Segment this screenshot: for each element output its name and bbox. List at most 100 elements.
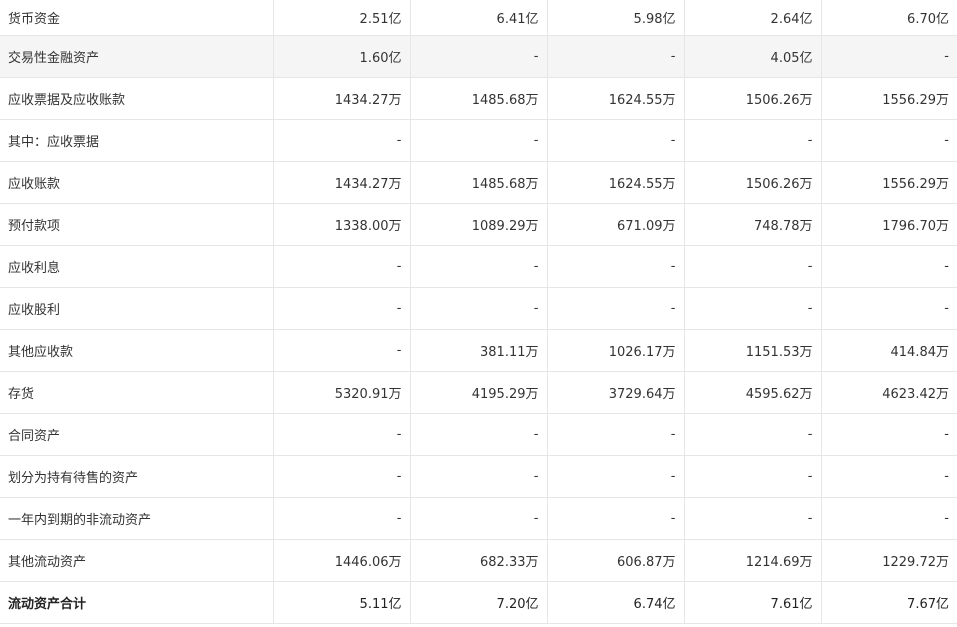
table-cell: - bbox=[410, 413, 548, 456]
table-row: 应收账款 1434.27万 1485.68万 1624.55万 1506.26万… bbox=[0, 161, 957, 204]
table-cell: - bbox=[547, 119, 685, 162]
row-label: 交易性金融资产 bbox=[0, 35, 274, 78]
table-row: 预付款项 1338.00万 1089.29万 671.09万 748.78万 1… bbox=[0, 203, 957, 246]
row-label: 存货 bbox=[0, 371, 274, 414]
table-cell: - bbox=[410, 35, 548, 78]
table-cell: 1151.53万 bbox=[684, 329, 822, 372]
table-cell: 1214.69万 bbox=[684, 539, 822, 582]
table-cell: - bbox=[547, 497, 685, 540]
table-cell: - bbox=[410, 119, 548, 162]
table-cell: 1026.17万 bbox=[547, 329, 685, 372]
table-cell: - bbox=[821, 287, 957, 330]
table-row: 划分为持有待售的资产 - - - - - bbox=[0, 455, 957, 498]
row-label: 预付款项 bbox=[0, 203, 274, 246]
table-cell: - bbox=[410, 455, 548, 498]
table-cell: 1796.70万 bbox=[821, 203, 957, 246]
table-cell: - bbox=[821, 497, 957, 540]
table-cell: 1506.26万 bbox=[684, 161, 822, 204]
table-cell: - bbox=[547, 245, 685, 288]
table-cell: 4623.42万 bbox=[821, 371, 957, 414]
row-label: 应收利息 bbox=[0, 245, 274, 288]
table-cell: - bbox=[821, 35, 957, 78]
table-cell: - bbox=[684, 497, 822, 540]
table-cell: 1338.00万 bbox=[273, 203, 411, 246]
table-cell: 1089.29万 bbox=[410, 203, 548, 246]
table-cell: 1229.72万 bbox=[821, 539, 957, 582]
table-cell: 5.11亿 bbox=[273, 581, 411, 624]
table-cell: - bbox=[547, 413, 685, 456]
table-cell: 414.84万 bbox=[821, 329, 957, 372]
table-cell: - bbox=[684, 455, 822, 498]
table-cell: 1434.27万 bbox=[273, 161, 411, 204]
table-cell: - bbox=[547, 455, 685, 498]
table-cell: 2.64亿 bbox=[684, 0, 822, 36]
row-label: 其他流动资产 bbox=[0, 539, 274, 582]
table-cell: - bbox=[273, 497, 411, 540]
table-cell: - bbox=[684, 245, 822, 288]
table-cell: - bbox=[273, 245, 411, 288]
table-cell: 748.78万 bbox=[684, 203, 822, 246]
total-row: 流动资产合计 5.11亿 7.20亿 6.74亿 7.61亿 7.67亿 bbox=[0, 581, 957, 624]
table-cell: 5320.91万 bbox=[273, 371, 411, 414]
table-row: 应收利息 - - - - - bbox=[0, 245, 957, 288]
table-cell: - bbox=[821, 119, 957, 162]
table-cell: 1485.68万 bbox=[410, 161, 548, 204]
table-row: 合同资产 - - - - - bbox=[0, 413, 957, 456]
table-cell: 3729.64万 bbox=[547, 371, 685, 414]
table-cell: 1446.06万 bbox=[273, 539, 411, 582]
table-cell: 6.70亿 bbox=[821, 0, 957, 36]
table-cell: - bbox=[273, 329, 411, 372]
table-row: 一年内到期的非流动资产 - - - - - bbox=[0, 497, 957, 540]
table-cell: 606.87万 bbox=[547, 539, 685, 582]
table-cell: 1624.55万 bbox=[547, 77, 685, 120]
table-cell: - bbox=[684, 287, 822, 330]
row-label: 其他应收款 bbox=[0, 329, 274, 372]
table-cell: - bbox=[684, 119, 822, 162]
table-cell: 682.33万 bbox=[410, 539, 548, 582]
table-cell: 4595.62万 bbox=[684, 371, 822, 414]
table-cell: - bbox=[547, 287, 685, 330]
table-cell: - bbox=[410, 245, 548, 288]
table-cell: - bbox=[547, 35, 685, 78]
table-row: 货币资金 2.51亿 6.41亿 5.98亿 2.64亿 6.70亿 bbox=[0, 0, 957, 36]
table-cell: - bbox=[821, 413, 957, 456]
table-cell: 671.09万 bbox=[547, 203, 685, 246]
table-row: 存货 5320.91万 4195.29万 3729.64万 4595.62万 4… bbox=[0, 371, 957, 414]
row-label: 其中：应收票据 bbox=[0, 119, 274, 162]
table-cell: 5.98亿 bbox=[547, 0, 685, 36]
table-cell: 1506.26万 bbox=[684, 77, 822, 120]
table-row: 其他应收款 - 381.11万 1026.17万 1151.53万 414.84… bbox=[0, 329, 957, 372]
row-label: 应收账款 bbox=[0, 161, 274, 204]
table-cell: - bbox=[273, 413, 411, 456]
table-cell: - bbox=[684, 413, 822, 456]
row-label: 合同资产 bbox=[0, 413, 274, 456]
table-cell: 1485.68万 bbox=[410, 77, 548, 120]
table-cell: - bbox=[410, 287, 548, 330]
table-cell: 6.74亿 bbox=[547, 581, 685, 624]
row-label: 货币资金 bbox=[0, 0, 274, 36]
row-label: 应收股利 bbox=[0, 287, 274, 330]
table-cell: 7.61亿 bbox=[684, 581, 822, 624]
table-row: 其他流动资产 1446.06万 682.33万 606.87万 1214.69万… bbox=[0, 539, 957, 582]
table-cell: - bbox=[821, 245, 957, 288]
row-label: 划分为持有待售的资产 bbox=[0, 455, 274, 498]
table-cell: 4.05亿 bbox=[684, 35, 822, 78]
table-cell: - bbox=[273, 287, 411, 330]
table-cell: 2.51亿 bbox=[273, 0, 411, 36]
table-cell: - bbox=[410, 497, 548, 540]
table-cell: 1624.55万 bbox=[547, 161, 685, 204]
table-cell: 6.41亿 bbox=[410, 0, 548, 36]
table-cell: 7.67亿 bbox=[821, 581, 957, 624]
table-row: 其中：应收票据 - - - - - bbox=[0, 119, 957, 162]
table-cell: 1556.29万 bbox=[821, 77, 957, 120]
table-cell: 4195.29万 bbox=[410, 371, 548, 414]
table-cell: 1556.29万 bbox=[821, 161, 957, 204]
table-cell: - bbox=[273, 455, 411, 498]
table-cell: - bbox=[821, 455, 957, 498]
row-label: 一年内到期的非流动资产 bbox=[0, 497, 274, 540]
table-cell: 1434.27万 bbox=[273, 77, 411, 120]
table-cell: - bbox=[273, 119, 411, 162]
table-cell: 7.20亿 bbox=[410, 581, 548, 624]
table-cell: 1.60亿 bbox=[273, 35, 411, 78]
